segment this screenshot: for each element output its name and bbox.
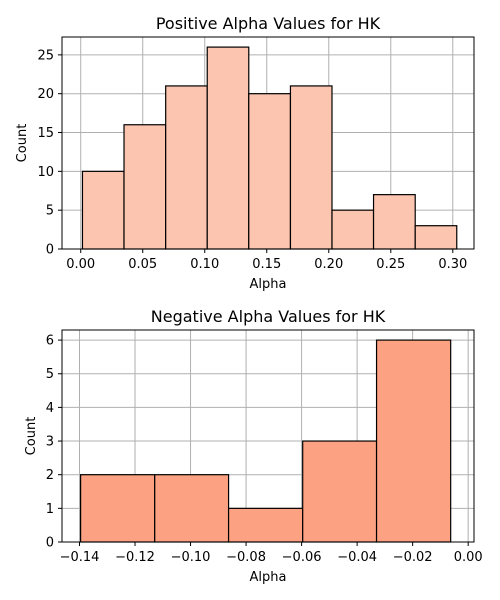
y-tick-label: 10 — [37, 165, 54, 180]
histogram-bar — [206, 46, 250, 250]
chart-title: Negative Alpha Values for HK — [151, 307, 386, 326]
y-tick-label: 0 — [46, 243, 54, 258]
x-tick-label: −0.08 — [226, 550, 266, 565]
positive-alpha-histogram: 0.00 0.05 0.10 0.15 0.20 0.25 0.30 0 5 10 15 20 25 Po… — [15, 14, 475, 292]
y-tick-label: 2 — [46, 468, 54, 483]
y-tick-label: 25 — [37, 48, 54, 63]
x-tick-label: 0.00 — [454, 550, 483, 565]
x-tick-label: 0.25 — [376, 257, 405, 272]
histogram-bar — [81, 170, 125, 250]
histogram-bar — [154, 474, 230, 543]
y-tick-label: 6 — [46, 334, 54, 349]
x-tick-label: 0.30 — [438, 257, 467, 272]
y-axis-label: Count — [15, 124, 30, 163]
x-tick-label: −0.06 — [282, 550, 322, 565]
histogram-bar — [289, 85, 333, 250]
histogram-bar — [302, 440, 378, 543]
x-tick-label: −0.10 — [171, 550, 211, 565]
histogram-bar — [372, 194, 416, 250]
x-axis-label: Alpha — [250, 570, 287, 585]
plot-frame — [61, 329, 475, 543]
x-tick-label: 0.00 — [66, 257, 95, 272]
plot-frame — [61, 36, 475, 250]
y-tick-label: 3 — [46, 435, 54, 450]
histogram-bar — [227, 507, 304, 543]
y-axis-label: Count — [24, 417, 39, 456]
histogram-bar — [414, 225, 458, 250]
histogram-bar — [80, 474, 156, 543]
x-axis-label: Alpha — [250, 277, 287, 292]
x-tick-label: 0.20 — [314, 257, 343, 272]
x-tick-label: −0.14 — [60, 550, 100, 565]
x-tick-label: −0.04 — [337, 550, 377, 565]
x-tick-label: −0.12 — [115, 550, 155, 565]
histogram-bar — [248, 93, 292, 250]
histogram-bar — [165, 85, 208, 250]
y-tick-label: 5 — [46, 204, 54, 219]
chart-title: Positive Alpha Values for HK — [156, 14, 381, 33]
histogram-bar — [375, 339, 452, 543]
x-tick-label: 0.10 — [190, 257, 219, 272]
y-tick-label: 20 — [37, 87, 54, 102]
y-tick-label: 5 — [46, 367, 54, 382]
histogram-bar — [331, 209, 375, 250]
negative-alpha-histogram: −0.14 −0.12 −0.10 −0.08 −0.06 −0.04 −0.02 0.00 0… — [24, 307, 483, 585]
x-tick-label: 0.05 — [128, 257, 157, 272]
y-tick-label: 1 — [46, 502, 54, 517]
y-tick-label: 15 — [37, 126, 54, 141]
x-tick-label: 0.15 — [252, 257, 281, 272]
x-tick-label: −0.02 — [393, 550, 433, 565]
histogram-bar — [123, 124, 167, 250]
y-tick-label: 4 — [46, 401, 54, 416]
y-tick-label: 0 — [46, 536, 54, 551]
